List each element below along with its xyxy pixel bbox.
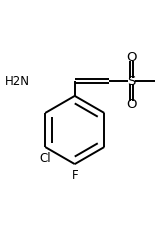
Text: F: F xyxy=(71,169,78,182)
Text: S: S xyxy=(127,75,135,88)
Text: O: O xyxy=(126,98,137,111)
Text: Cl: Cl xyxy=(39,152,51,165)
Text: H2N: H2N xyxy=(5,75,30,88)
Text: O: O xyxy=(126,52,137,64)
